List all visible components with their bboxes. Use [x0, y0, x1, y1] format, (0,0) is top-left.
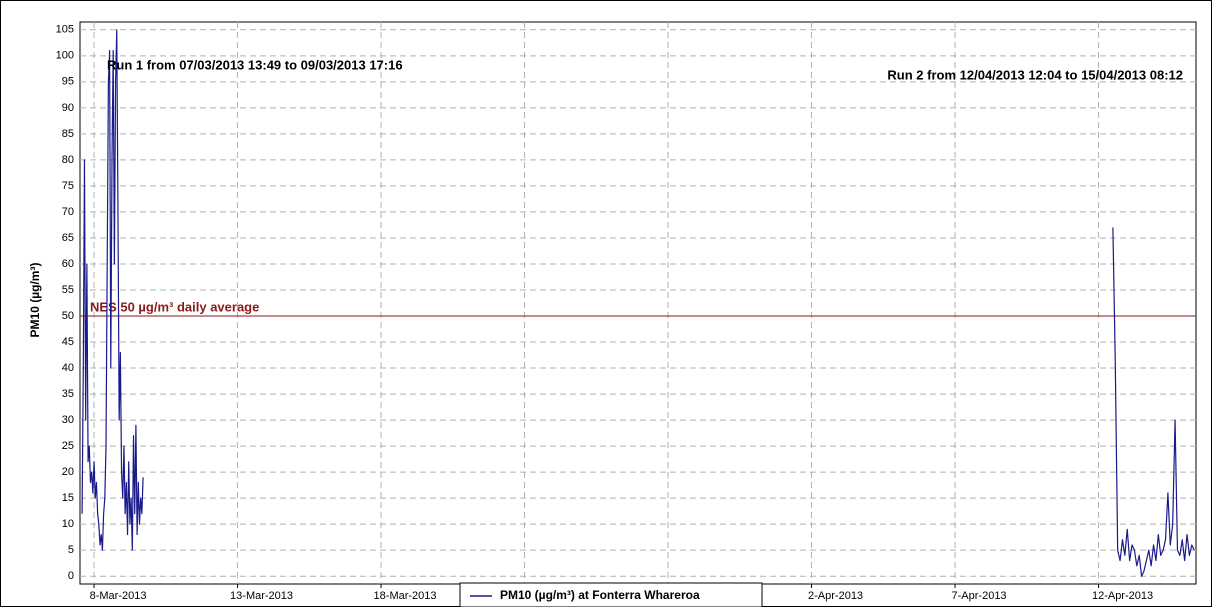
y-tick-label: 30	[62, 414, 74, 426]
y-tick-label: 90	[62, 102, 74, 114]
y-tick-label: 45	[62, 336, 74, 348]
y-tick-label: 95	[62, 76, 74, 88]
data-line	[81, 29, 1195, 577]
legend-label: PM10 (µg/m³) at Fonterra Whareroa	[500, 588, 700, 602]
y-axis-title: PM10 (µg/m³)	[28, 263, 42, 338]
x-tick-label: 13-Mar-2013	[230, 590, 293, 602]
y-tick-label: 50	[62, 310, 74, 322]
x-tick-label: 12-Apr-2013	[1092, 590, 1153, 602]
annotation: Run 1 from 07/03/2013 13:49 to 09/03/201…	[107, 57, 403, 72]
annotation: Run 2 from 12/04/2013 12:04 to 15/04/201…	[887, 67, 1183, 82]
y-tick-label: 35	[62, 388, 74, 400]
y-tick-label: 20	[62, 466, 74, 478]
y-tick-label: 10	[62, 518, 74, 530]
y-tick-label: 75	[62, 180, 74, 192]
y-tick-label: 15	[62, 492, 74, 504]
x-tick-label: 2-Apr-2013	[808, 590, 863, 602]
y-tick-label: 40	[62, 362, 74, 374]
y-tick-label: 5	[68, 544, 74, 556]
y-tick-label: 25	[62, 440, 74, 452]
x-tick-label: 18-Mar-2013	[374, 590, 437, 602]
y-tick-label: 0	[68, 570, 74, 582]
y-tick-label: 105	[56, 24, 74, 36]
y-tick-label: 85	[62, 128, 74, 140]
y-tick-label: 100	[56, 50, 74, 62]
plot-frame	[79, 21, 1197, 585]
reference-label: NES 50 µg/m³ daily average	[90, 299, 259, 314]
y-tick-label: 80	[62, 154, 74, 166]
legend	[459, 582, 763, 607]
x-tick-label: 8-Mar-2013	[90, 590, 147, 602]
plot-area: 0 5 10 15 20 25 30 35 40 45 50 55 60 65 70 75 80 85 90 95 10…	[56, 22, 1196, 602]
x-tick-label: 7-Apr-2013	[952, 590, 1007, 602]
y-tick-label: 70	[62, 206, 74, 218]
y-tick-label: 60	[62, 258, 74, 270]
y-tick-label: 65	[62, 232, 74, 244]
y-tick-label: 55	[62, 284, 74, 296]
